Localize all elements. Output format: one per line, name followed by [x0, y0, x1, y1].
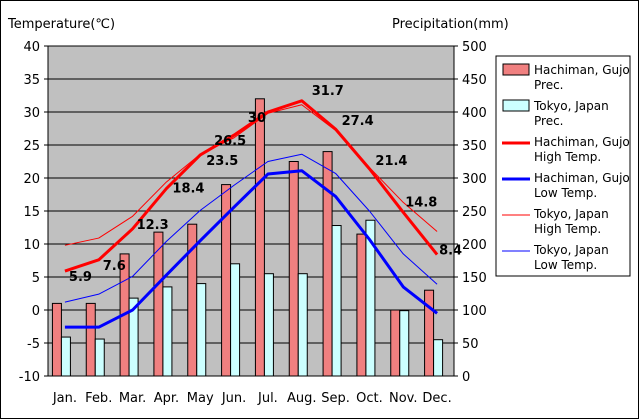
left-axis-title: Temperature(℃): [7, 17, 115, 32]
bar-hachiman-prec: [322, 151, 333, 377]
hachiman-gujo-low-temp-line: [64, 169, 439, 329]
right-tick-label: 200: [462, 238, 487, 253]
data-label-high-temp: 21.4: [375, 154, 407, 169]
left-tick-label: 5: [32, 271, 40, 286]
bar-tokyo-prec: [196, 283, 207, 377]
left-tick-label: 25: [23, 139, 40, 154]
data-label-high-temp: 18.4: [172, 182, 204, 197]
data-label-high-temp: 31.7: [312, 84, 344, 99]
axes: 4035302520151050-5-105004504003503002502…: [19, 40, 487, 406]
x-tick-label: Apr.: [154, 391, 179, 406]
x-tick-label: Jun.: [221, 391, 246, 406]
right-tick-label: 0: [462, 370, 470, 385]
right-tick-label: 400: [462, 106, 487, 121]
bar-hachiman-prec: [356, 233, 367, 377]
x-tick-label: Sep.: [321, 391, 350, 406]
legend-swatch: [502, 99, 530, 112]
left-tick-label: 10: [23, 238, 40, 253]
x-tick-label: Dec.: [422, 391, 451, 406]
legend-label: Hachiman, Gujo: [534, 171, 630, 185]
data-labels: 5.9 7.6 12.3 18.423.5 26.530 31.7 27.4 21.4 14.8…: [69, 84, 462, 285]
x-tick-label: Nov.: [389, 391, 418, 406]
bar-hachiman-prec: [153, 231, 164, 377]
legend-swatch: [502, 63, 530, 76]
left-tick-label: 40: [23, 40, 40, 55]
data-label-high-temp: 27.4: [342, 114, 374, 129]
right-tick-label: 150: [462, 271, 487, 286]
right-tick-label: 250: [462, 205, 487, 220]
right-tick-label: 350: [462, 139, 487, 154]
legend-label: High Temp.: [534, 150, 601, 164]
tokyo-japan-low-temp-line: [64, 153, 438, 303]
x-tick-label: May: [187, 391, 214, 406]
legend-label: Low Temp.: [534, 186, 597, 200]
data-label-high-temp: 30: [248, 111, 266, 126]
legend-label: Tokyo, Japan: [533, 243, 609, 257]
data-label-high-temp: 5.9: [69, 270, 92, 285]
left-tick-label: 0: [32, 304, 40, 319]
left-tick-label: 15: [23, 205, 40, 220]
data-label-high-temp: 7.6: [103, 259, 126, 274]
right-tick-label: 450: [462, 73, 487, 88]
right-tick-label: 100: [462, 304, 487, 319]
left-tick-label: 20: [23, 172, 40, 187]
bar-hachiman-prec: [288, 161, 299, 377]
hachiman-gujo-high-temp-line: [64, 99, 439, 273]
left-tick-label: 30: [23, 106, 40, 121]
legend-label: Tokyo, Japan: [533, 99, 609, 113]
x-tick-label: Aug.: [287, 391, 317, 406]
legend-label: Low Temp.: [534, 258, 597, 272]
x-tick-label: Jul.: [257, 391, 278, 406]
tokyo-japan-high-temp-line: [64, 104, 438, 246]
bar-hachiman-prec: [51, 302, 62, 377]
legend-label: Tokyo, Japan: [533, 207, 609, 221]
temperature-lines: [64, 99, 439, 329]
data-label-high-temp: 26.5: [214, 134, 246, 149]
bar-tokyo-prec: [297, 273, 308, 377]
bar-tokyo-prec: [263, 273, 274, 377]
bar-hachiman-prec: [390, 309, 401, 377]
bar-tokyo-prec: [94, 338, 105, 377]
legend-label: High Temp.: [534, 222, 601, 236]
legend-label: Prec.: [534, 114, 564, 128]
bar-hachiman-prec: [254, 98, 265, 377]
right-axis-title: Precipitation(mm): [392, 17, 509, 32]
data-label-high-temp: 8.4: [439, 244, 462, 259]
legend-label: Prec.: [534, 78, 564, 92]
right-tick-label: 500: [462, 40, 487, 55]
legend-label: Hachiman, Gujo: [534, 63, 630, 77]
bar-tokyo-prec: [433, 339, 444, 377]
x-tick-label: Jan.: [52, 391, 77, 406]
bar-tokyo-prec: [399, 310, 410, 377]
bar-tokyo-prec: [331, 225, 342, 377]
left-tick-label: 35: [23, 73, 40, 88]
data-label-high-temp: 14.8: [405, 195, 437, 210]
bar-tokyo-prec: [162, 286, 173, 377]
bar-tokyo-prec: [230, 263, 241, 377]
right-tick-label: 300: [462, 172, 487, 187]
data-label-high-temp: 12.3: [137, 218, 169, 233]
legend-label: Hachiman, Gujo: [534, 135, 630, 149]
x-tick-label: Feb.: [85, 391, 112, 406]
bar-hachiman-prec: [85, 302, 96, 377]
data-label-high-temp: 23.5: [206, 154, 238, 169]
right-tick-label: 50: [462, 337, 479, 352]
bar-tokyo-prec: [60, 336, 71, 377]
left-tick-label: -5: [27, 337, 40, 352]
legend-box: [495, 55, 631, 277]
x-tick-label: Oct.: [356, 391, 383, 406]
x-tick-label: Mar.: [119, 391, 146, 406]
left-tick-label: -10: [19, 370, 40, 385]
